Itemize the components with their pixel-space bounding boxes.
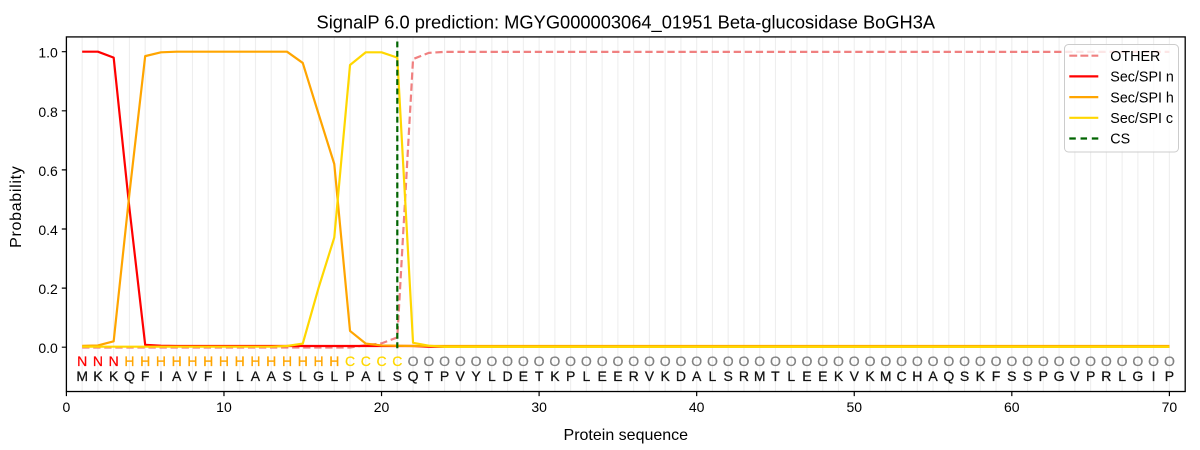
svg-text:CS: CS (1110, 132, 1130, 148)
svg-text:1.0: 1.0 (38, 45, 58, 61)
svg-text:60: 60 (1004, 399, 1020, 415)
svg-text:30: 30 (531, 399, 547, 415)
svg-text:Sec/SPI h: Sec/SPI h (1110, 90, 1174, 106)
svg-text:0.0: 0.0 (38, 340, 58, 356)
svg-text:NNN: NNN (77, 353, 119, 369)
svg-text:10: 10 (216, 399, 232, 415)
svg-text:50: 50 (846, 399, 862, 415)
svg-text:Sec/SPI c: Sec/SPI c (1110, 111, 1173, 127)
svg-text:Protein sequence: Protein sequence (564, 427, 689, 444)
svg-text:20: 20 (374, 399, 390, 415)
svg-text:0: 0 (63, 399, 71, 415)
svg-text:70: 70 (1162, 399, 1178, 415)
svg-text:0.8: 0.8 (38, 104, 58, 120)
svg-text:SignalP 6.0 prediction: MGYG00: SignalP 6.0 prediction: MGYG000003064_01… (317, 12, 936, 34)
svg-text:0.6: 0.6 (38, 163, 58, 179)
svg-text:Sec/SPI n: Sec/SPI n (1110, 70, 1174, 86)
svg-text:0.2: 0.2 (38, 281, 58, 297)
svg-text:40: 40 (689, 399, 705, 415)
svg-text:OTHER: OTHER (1110, 49, 1160, 65)
svg-text:Probability: Probability (8, 165, 25, 247)
svg-text:0.4: 0.4 (38, 222, 58, 238)
